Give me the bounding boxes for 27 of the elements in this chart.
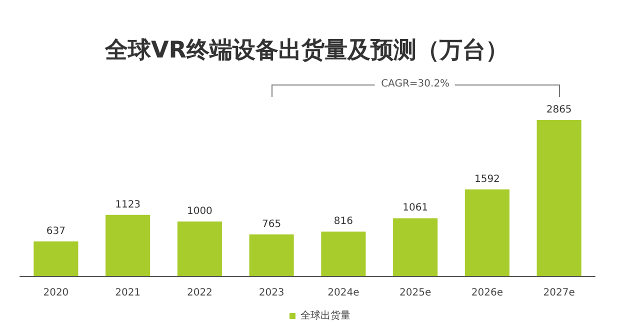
data-label: 1000 <box>186 206 212 218</box>
x-tick-label: 2025e <box>400 288 432 298</box>
data-label: 1123 <box>115 199 141 210</box>
bar <box>177 222 222 276</box>
data-label: 637 <box>46 226 66 237</box>
bar <box>393 218 438 276</box>
chart-title: 全球VR终端设备出货量及预测（万台） <box>104 38 509 64</box>
x-tick-label: 2023 <box>258 288 284 298</box>
data-label: 1592 <box>474 174 500 185</box>
bar <box>464 189 510 276</box>
x-tick-label: 2024e <box>328 288 360 298</box>
data-label: 765 <box>262 218 282 230</box>
x-tick-label: 2020 <box>43 288 69 298</box>
bar <box>34 241 78 276</box>
x-tick-label: 2027e <box>543 288 575 298</box>
data-label: 2865 <box>546 104 572 116</box>
bar <box>249 234 294 276</box>
bar <box>536 120 582 276</box>
data-label: 1061 <box>402 202 428 214</box>
legend-label: 全球出货量 <box>300 310 350 322</box>
x-tick-label: 2022 <box>186 288 212 298</box>
bar <box>106 214 150 276</box>
x-tick-label: 2026e <box>471 288 503 298</box>
text: CAGR=30.2% <box>381 78 450 90</box>
data-label: 816 <box>334 216 353 228</box>
x-tick-label: 2021 <box>115 288 141 298</box>
bar <box>321 232 366 276</box>
